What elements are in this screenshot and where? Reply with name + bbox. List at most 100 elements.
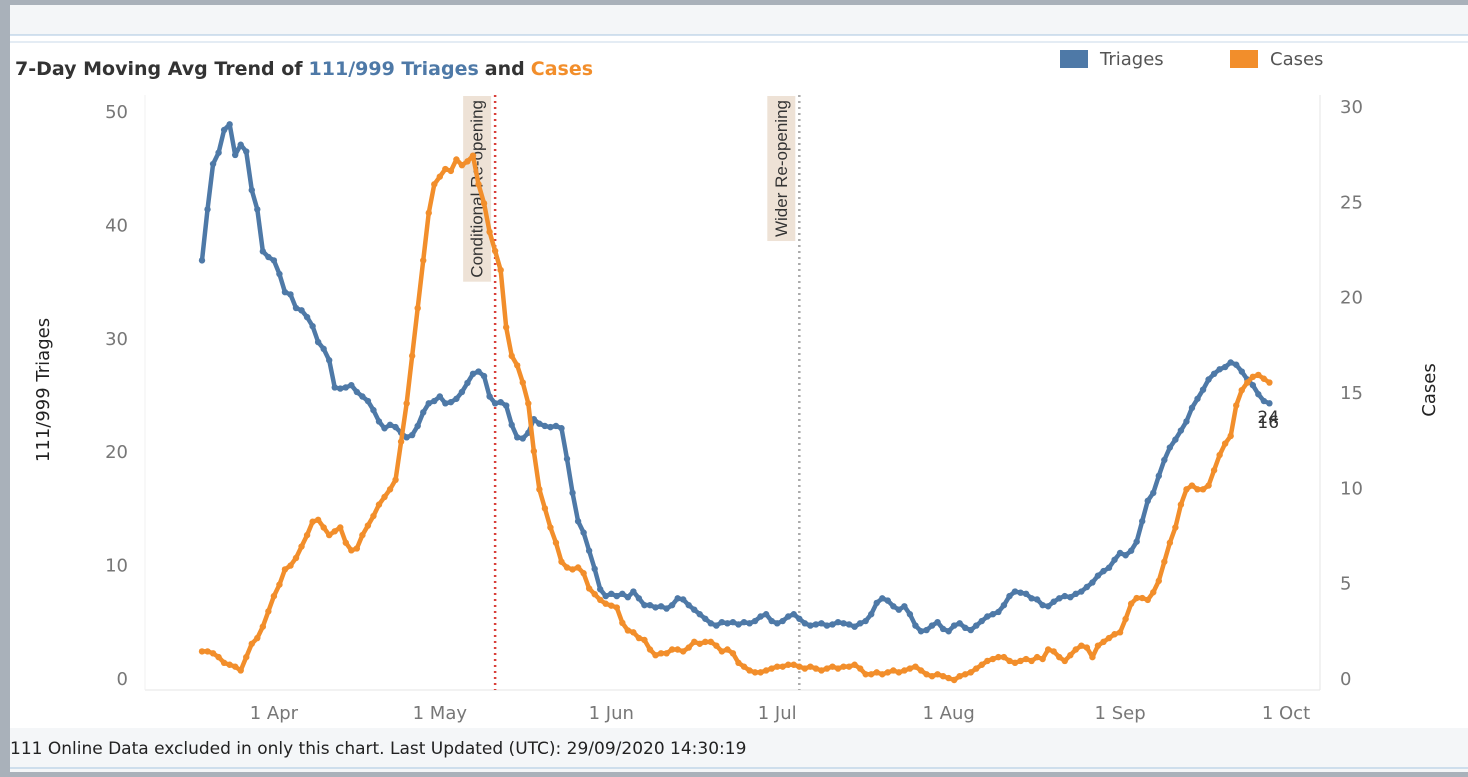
y-tick-label: 20: [105, 442, 128, 463]
point: [602, 592, 609, 600]
point: [995, 608, 1002, 616]
point: [1166, 444, 1174, 451]
point: [1221, 440, 1229, 447]
point: [309, 322, 316, 330]
point: [447, 167, 455, 175]
point: [1028, 595, 1035, 602]
point: [696, 611, 703, 618]
point: [1183, 486, 1190, 493]
point: [1028, 657, 1035, 665]
point: [292, 304, 300, 312]
point: [337, 524, 344, 531]
x-tick-label: 1 Aug: [922, 703, 974, 724]
point: [215, 149, 222, 156]
point: [1006, 657, 1013, 665]
point: [563, 564, 571, 571]
point: [486, 228, 493, 236]
point: [1033, 596, 1041, 603]
point: [425, 209, 432, 217]
point: [254, 634, 261, 642]
x-tick-label: 1 May: [413, 703, 468, 724]
point: [314, 338, 322, 346]
point: [231, 663, 239, 670]
point: [890, 603, 897, 610]
point: [320, 524, 327, 531]
legend-label: Cases: [1270, 49, 1323, 70]
point: [574, 564, 582, 571]
point: [408, 431, 416, 439]
point: [978, 617, 986, 625]
point: [646, 646, 654, 653]
point: [785, 613, 792, 620]
legend-label: Triages: [1099, 49, 1164, 70]
point: [1172, 436, 1179, 443]
point: [1111, 631, 1118, 638]
point: [436, 393, 444, 400]
point: [984, 613, 991, 620]
point: [718, 618, 726, 626]
point: [403, 434, 410, 441]
point: [1017, 589, 1024, 596]
point: [198, 648, 206, 655]
point: [331, 528, 338, 535]
point: [652, 604, 659, 611]
point: [464, 158, 471, 165]
point: [1210, 467, 1218, 474]
point: [1144, 596, 1151, 604]
point: [674, 646, 681, 653]
point: [359, 531, 366, 539]
point: [995, 653, 1002, 661]
point: [1150, 589, 1157, 596]
x-tick-label: 1 Jun: [589, 703, 634, 724]
point: [569, 489, 576, 497]
point: [945, 628, 952, 635]
point: [480, 200, 488, 207]
point: [276, 581, 283, 588]
point: [751, 617, 759, 625]
point: [1094, 572, 1102, 579]
point: [204, 648, 211, 655]
point: [1044, 646, 1052, 653]
point: [1000, 653, 1008, 661]
point: [834, 665, 842, 672]
point: [536, 486, 543, 493]
point: [408, 352, 416, 360]
x-tick-label: 1 Jul: [758, 703, 797, 724]
point: [552, 539, 560, 546]
point: [585, 547, 593, 554]
point: [475, 181, 482, 188]
point: [679, 596, 687, 603]
point: [469, 152, 477, 159]
point: [718, 648, 726, 655]
point: [298, 307, 305, 314]
point: [773, 620, 781, 627]
point: [873, 669, 880, 676]
point: [967, 626, 974, 634]
point: [691, 638, 698, 646]
point: [1177, 501, 1185, 508]
point: [558, 425, 565, 432]
point: [243, 653, 250, 661]
point: [823, 622, 831, 629]
point: [525, 400, 532, 407]
point: [696, 640, 703, 647]
point: [807, 663, 814, 670]
point: [917, 628, 925, 635]
point: [491, 400, 499, 407]
point: [381, 493, 388, 501]
point: [585, 585, 593, 592]
point: [912, 622, 919, 629]
x-tick-label: 1 Oct: [1262, 703, 1310, 724]
point: [713, 622, 720, 629]
end-label: 16: [1257, 413, 1279, 433]
point: [1127, 600, 1135, 607]
point: [1188, 404, 1196, 412]
point: [790, 611, 797, 618]
point: [1177, 427, 1185, 434]
point: [514, 362, 521, 369]
annotation-label: Conditional Re-opening: [468, 100, 487, 278]
point: [1100, 638, 1107, 646]
point: [884, 669, 891, 676]
point: [414, 305, 421, 312]
